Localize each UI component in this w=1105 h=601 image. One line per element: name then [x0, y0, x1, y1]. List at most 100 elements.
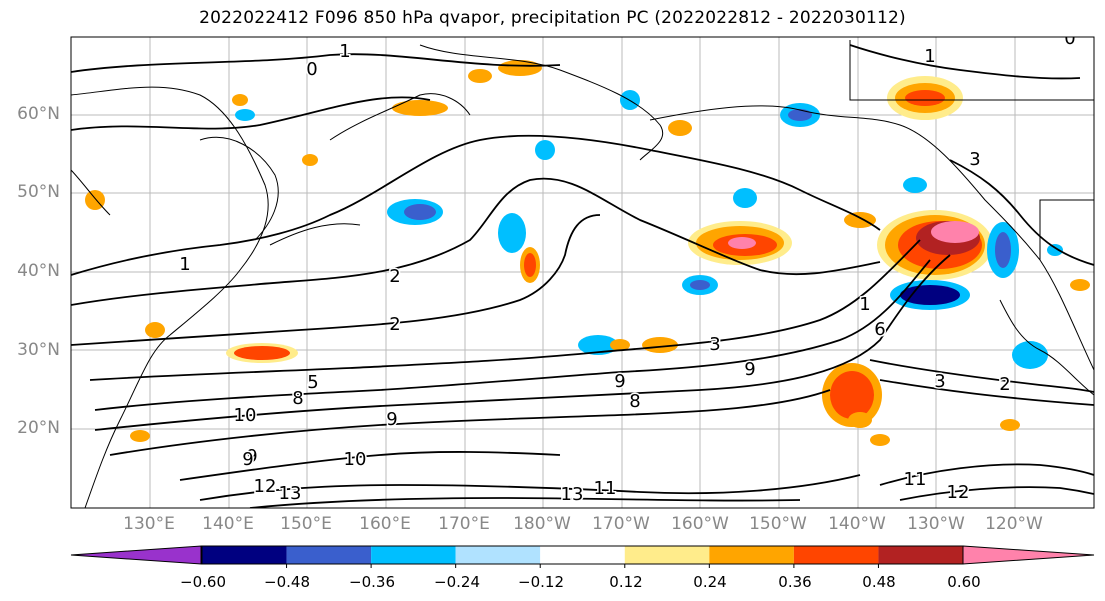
- contour-line: [71, 214, 601, 346]
- coastline: [269, 223, 361, 246]
- lon-label: 180°W: [513, 514, 571, 534]
- contour-label: 9: [386, 409, 397, 430]
- contour-label: 8: [629, 391, 640, 412]
- precip-patch: [931, 221, 979, 243]
- precip-patch: [900, 285, 960, 305]
- precip-patch: [995, 232, 1011, 268]
- contour-line: [849, 44, 1081, 80]
- precip-patch: [498, 60, 542, 76]
- colorbar-tick-label: 0.12: [609, 573, 643, 591]
- lon-label: 150°E: [280, 514, 332, 534]
- precip-patch: [498, 213, 526, 253]
- lon-label: 140°E: [202, 514, 254, 534]
- contour-label: 2: [389, 266, 400, 287]
- precip-patch: [1070, 279, 1090, 291]
- contour-label: 9: [744, 359, 755, 380]
- contour-label: 13: [561, 484, 584, 505]
- lon-label: 120°W: [985, 514, 1043, 534]
- precip-patch: [1000, 419, 1020, 431]
- precip-patch: [578, 335, 618, 355]
- lon-label: 140°W: [828, 514, 886, 534]
- precip-patch: [733, 188, 757, 208]
- precip-patch: [903, 177, 927, 193]
- precip-patch: [85, 190, 105, 210]
- contour-label: 12: [947, 482, 970, 503]
- precip-patch: [232, 94, 248, 106]
- qvapor-contours: [71, 44, 1094, 508]
- colorbar-segment: [793, 546, 879, 564]
- coastline: [999, 299, 1094, 396]
- precip-patch: [830, 371, 874, 419]
- chart-title: 2022022412 F096 850 hPa qvapor, precipit…: [199, 8, 906, 28]
- colorbar-tick-label: 0.60: [947, 573, 981, 591]
- precip-patch: [610, 339, 630, 351]
- contour-label: 1: [859, 294, 870, 315]
- colorbar-segment: [624, 546, 710, 564]
- contour-label: 0: [1064, 28, 1075, 49]
- contour-label: 9: [242, 449, 253, 470]
- contour-line: [869, 359, 1094, 393]
- lon-label: 170°W: [592, 514, 650, 534]
- contour-label: 12: [254, 476, 277, 497]
- precip-patch: [844, 212, 876, 228]
- colorbar-tick-label: 0.24: [693, 573, 727, 591]
- colorbar-segment: [878, 546, 963, 564]
- contour-line: [899, 486, 1094, 501]
- coastline: [849, 40, 1094, 101]
- contour-line: [71, 134, 881, 276]
- lon-label: 130°W: [907, 514, 965, 534]
- contour-line: [879, 463, 1094, 486]
- colorbar-segment: [455, 546, 541, 564]
- precip-patch: [1012, 341, 1048, 369]
- lon-label: 160°W: [671, 514, 729, 534]
- precip-patch: [130, 430, 150, 442]
- precip-patch: [535, 140, 555, 160]
- coastline: [329, 93, 471, 141]
- colorbar-tick-label: 0.36: [778, 573, 812, 591]
- contour-label: 10: [234, 405, 257, 426]
- contour-line: [949, 159, 1094, 266]
- precip-patch: [145, 322, 165, 338]
- colorbar-segment: [540, 546, 625, 564]
- contour-line: [179, 451, 561, 481]
- coastline: [1039, 199, 1094, 260]
- colorbar-tick-label: −0.12: [518, 573, 564, 591]
- precip-patch: [668, 120, 692, 136]
- precip-patch: [524, 253, 536, 277]
- precip-patch: [690, 280, 710, 290]
- contour-line: [71, 53, 561, 73]
- precip-patch: [234, 346, 290, 360]
- precip-patch: [870, 434, 890, 446]
- precip-patch: [905, 90, 945, 106]
- precip-patch: [848, 412, 872, 428]
- colorbar: [70, 545, 1095, 568]
- colorbar-segment: [371, 546, 456, 564]
- colorbar-outline: [201, 545, 964, 565]
- contour-label: 13: [279, 483, 302, 504]
- contour-label: 10: [344, 449, 367, 470]
- coastlines: [71, 40, 1094, 508]
- lon-label: 160°E: [359, 514, 411, 534]
- contour-label: 5: [307, 372, 318, 393]
- colorbar-segment: [286, 546, 372, 564]
- contour-label: 3: [709, 334, 720, 355]
- lat-label: 40°N: [17, 261, 60, 281]
- contour-line: [71, 96, 431, 131]
- contour-label: 3: [969, 149, 980, 170]
- contour-label: 0: [306, 59, 317, 80]
- coastline: [419, 44, 663, 161]
- precipitation-shading: [85, 60, 1090, 446]
- contour-label: 11: [904, 469, 927, 490]
- map-frame: [70, 36, 1095, 509]
- precip-patch: [468, 69, 492, 83]
- contour-label: 6: [874, 319, 885, 340]
- contour-label: 1: [179, 254, 190, 275]
- precip-patch: [1047, 244, 1063, 256]
- lon-label: 130°E: [123, 514, 175, 534]
- contour-line: [94, 254, 951, 431]
- colorbar-segment: [709, 546, 794, 564]
- contour-line: [249, 497, 801, 508]
- contour-label: 8: [292, 388, 303, 409]
